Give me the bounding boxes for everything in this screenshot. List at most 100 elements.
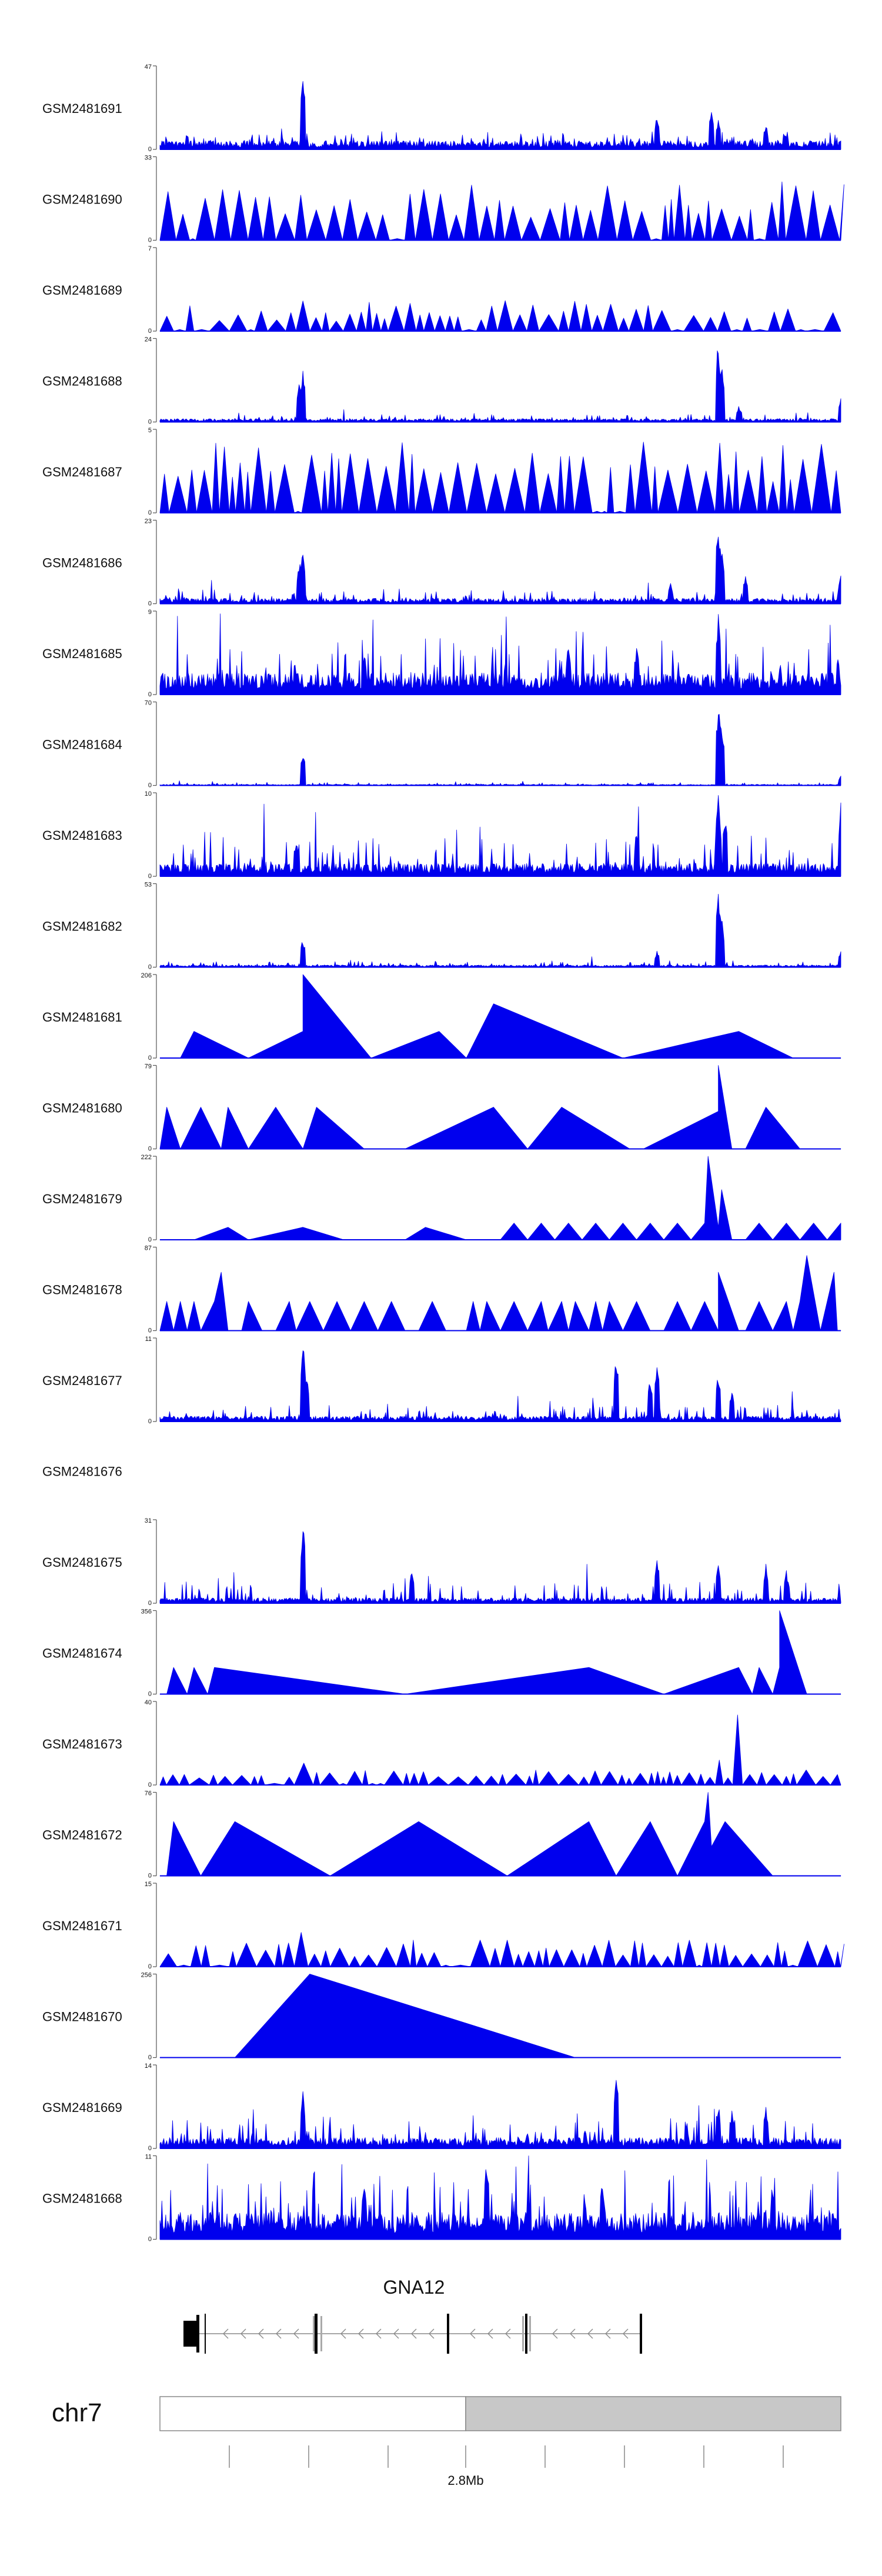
track-label: GSM2481674 [42, 1646, 122, 1661]
coverage-area [159, 181, 844, 241]
strand-arrow [340, 2328, 346, 2339]
coverage-area [159, 1792, 841, 1876]
track-gsm2481670: GSM2481670 256 0 [42, 1972, 841, 2061]
y-max-label: 11 [145, 1336, 152, 1343]
y-min-label: 0 [148, 2054, 152, 2061]
track-label: GSM2481669 [42, 2100, 122, 2115]
coverage-area [159, 81, 841, 150]
strand-arrow [276, 2328, 282, 2339]
coverage-area [159, 1714, 841, 1786]
y-min-label: 0 [148, 328, 152, 335]
y-max-label: 47 [145, 64, 152, 71]
strand-arrow [411, 2328, 417, 2339]
coverage-area [159, 1350, 841, 1422]
y-max-label: 206 [141, 972, 152, 979]
track-label: GSM2481685 [42, 646, 122, 661]
y-max-label: 53 [145, 882, 152, 889]
gene-exon [205, 2314, 206, 2354]
track-label: GSM2481675 [42, 1555, 122, 1570]
track-label: GSM2481682 [42, 919, 122, 934]
strand-arrow [587, 2328, 593, 2339]
y-min-label: 0 [148, 1781, 152, 1788]
track-label: GSM2481690 [42, 192, 122, 207]
y-min-label: 0 [148, 1236, 152, 1243]
track-label: GSM2481691 [42, 101, 122, 116]
y-max-label: 222 [141, 1154, 152, 1161]
coverage-area [159, 1255, 841, 1331]
track-label: GSM2481683 [42, 828, 122, 843]
track-label: GSM2481678 [42, 1283, 122, 1297]
y-min-label: 0 [148, 964, 152, 971]
track-label: GSM2481687 [42, 465, 122, 479]
track-gsm2481681: GSM2481681 206 0 [42, 972, 841, 1062]
coverage-area [159, 2080, 841, 2149]
track-gsm2481669: GSM2481669 14 0 [42, 2063, 841, 2152]
track-label: GSM2481673 [42, 1737, 122, 1751]
coverage-area [159, 2155, 841, 2240]
track-gsm2481687: GSM2481687 5 0 [42, 427, 841, 516]
strand-arrow [470, 2328, 476, 2339]
track-gsm2481691: GSM2481691 47 0 [42, 64, 841, 153]
coverage-area [159, 536, 841, 604]
coverage-area [159, 300, 841, 332]
track-gsm2481672: GSM2481672 76 0 [42, 1790, 841, 1880]
track-label: GSM2481688 [42, 374, 122, 389]
genomic-axis-ticks [229, 2445, 784, 2468]
track-label: GSM2481670 [42, 2010, 122, 2024]
strand-arrow [487, 2328, 493, 2339]
chromosome-region-unshaded [159, 2396, 466, 2431]
gene-model[interactable] [183, 2314, 642, 2354]
y-min-label: 0 [148, 1873, 152, 1880]
y-min-label: 0 [148, 1963, 152, 1970]
gene-exon [196, 2315, 199, 2353]
track-panel: GSM2481691470GSM2481690330GSM248168970GS… [42, 64, 844, 2243]
track-label: GSM2481686 [42, 556, 122, 570]
track-gsm2481676: GSM2481676 [42, 1464, 122, 1479]
chromosome-label: chr7 [52, 2398, 102, 2427]
y-max-label: 14 [145, 2063, 152, 2070]
y-min-label: 0 [148, 509, 152, 516]
coverage-area [159, 974, 841, 1059]
y-max-label: 356 [141, 1609, 152, 1616]
track-gsm2481677: GSM2481677 11 0 [42, 1336, 841, 1425]
strand-arrow [240, 2328, 246, 2339]
gene-annotation-track: GNA12 [183, 2277, 642, 2354]
track-label: GSM2481671 [42, 1918, 122, 1933]
coverage-area [159, 893, 841, 967]
y-max-label: 256 [141, 1972, 152, 1979]
track-gsm2481683: GSM2481683 10 0 [42, 790, 841, 880]
y-min-label: 0 [148, 691, 152, 698]
gene-exon [640, 2314, 642, 2354]
track-label: GSM2481676 [42, 1464, 122, 1479]
coverage-area [159, 442, 841, 513]
track-gsm2481678: GSM2481678 87 0 [42, 1245, 841, 1334]
y-min-label: 0 [148, 782, 152, 789]
track-gsm2481673: GSM2481673 40 0 [42, 1699, 841, 1788]
y-min-label: 0 [148, 1327, 152, 1334]
gene-exon-edge [320, 2316, 322, 2351]
gene-exon [447, 2314, 449, 2354]
track-gsm2481679: GSM2481679 222 0 [42, 1154, 841, 1243]
strand-arrow [570, 2328, 576, 2339]
y-max-label: 24 [145, 336, 152, 343]
coverage-area [159, 1156, 841, 1240]
y-min-label: 0 [148, 419, 152, 426]
track-gsm2481668: GSM2481668 11 0 [42, 2154, 841, 2243]
track-label: GSM2481672 [42, 1828, 122, 1843]
y-min-label: 0 [148, 237, 152, 244]
track-gsm2481686: GSM2481686 23 0 [42, 518, 841, 608]
gene-exon-edge [529, 2316, 531, 2351]
y-max-label: 31 [145, 1517, 152, 1524]
y-max-label: 7 [148, 245, 152, 252]
strand-arrow [505, 2328, 511, 2339]
track-gsm2481671: GSM2481671 15 0 [42, 1881, 844, 1970]
y-max-label: 23 [145, 518, 152, 525]
y-max-label: 76 [145, 1790, 152, 1797]
gene-exon [525, 2314, 527, 2354]
strand-arrow [605, 2328, 611, 2339]
track-gsm2481684: GSM2481684 70 0 [42, 700, 841, 789]
strand-arrow [376, 2328, 382, 2339]
chromosome-region-shaded [465, 2396, 841, 2431]
track-gsm2481680: GSM2481680 79 0 [42, 1063, 841, 1153]
